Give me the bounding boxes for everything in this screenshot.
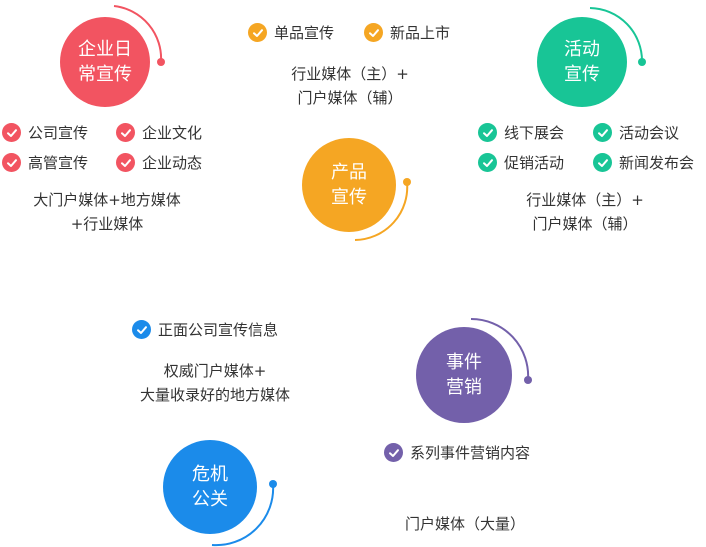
activity-item: 促销活动 — [478, 152, 564, 173]
product-item-label: 新品上市 — [390, 24, 451, 42]
daily-item: 公司宣传 — [2, 122, 88, 143]
check-icon — [2, 153, 21, 172]
activity-title-line-1: 活动 — [564, 39, 600, 60]
check-icon — [478, 123, 497, 142]
activity-item-label: 活动会议 — [619, 124, 680, 142]
event-item: 系列事件营销内容 — [384, 442, 530, 463]
crisis-desc-line-2: 大量收录好的地方媒体 — [139, 386, 290, 404]
crisis-item-label: 正面公司宣传信息 — [158, 321, 279, 339]
activity-item-label: 新闻发布会 — [619, 154, 695, 172]
event-item-label: 系列事件营销内容 — [410, 444, 531, 462]
activity-title-line-2: 宣传 — [564, 64, 600, 85]
event-arc-dot — [524, 376, 532, 384]
daily-item: 企业动态 — [116, 152, 202, 173]
daily-arc-dot — [157, 58, 165, 66]
event-title-line-2: 营销 — [446, 377, 482, 398]
crisis-title-line-2: 公关 — [192, 489, 228, 510]
daily-desc-line-1: 大门户媒体+地方媒体 — [33, 191, 181, 209]
daily-item-label: 公司宣传 — [28, 124, 89, 142]
product-title-line-1: 产品 — [331, 162, 367, 183]
product-item: 单品宣传 — [248, 22, 334, 43]
check-icon — [384, 443, 403, 462]
crisis-media-desc: 权威门户媒体+ 大量收录好的地方媒体 — [110, 359, 320, 407]
daily-title-line-2: 常宣传 — [78, 64, 132, 85]
product-media-desc: 行业媒体（主）+ 门户媒体（辅） — [250, 62, 450, 110]
daily-item-label: 高管宣传 — [28, 154, 89, 172]
check-icon — [116, 123, 135, 142]
activity-item: 新闻发布会 — [593, 152, 694, 173]
activity-desc-line-2: 门户媒体（辅） — [532, 215, 638, 233]
crisis-item: 正面公司宣传信息 — [132, 319, 278, 340]
check-icon — [248, 23, 267, 42]
daily-item-label: 企业动态 — [142, 154, 203, 172]
daily-item-label: 企业文化 — [142, 124, 203, 142]
product-item-label: 单品宣传 — [274, 24, 335, 42]
activity-desc-line-1: 行业媒体（主）+ — [526, 191, 644, 209]
activity-item-label: 线下展会 — [504, 124, 565, 142]
check-icon — [132, 320, 151, 339]
product-publicity-circle: 产品 宣传 — [302, 138, 396, 232]
check-icon — [2, 123, 21, 142]
crisis-desc-line-1: 权威门户媒体+ — [163, 362, 267, 380]
event-marketing-circle: 事件 营销 — [416, 327, 512, 423]
daily-item: 企业文化 — [116, 122, 202, 143]
daily-media-desc: 大门户媒体+地方媒体 +行业媒体 — [2, 188, 212, 236]
activity-item: 活动会议 — [593, 122, 679, 143]
check-icon — [593, 153, 612, 172]
event-media-desc: 门户媒体（大量） — [390, 512, 540, 536]
activity-publicity-circle: 活动 宣传 — [537, 17, 627, 107]
daily-item: 高管宣传 — [2, 152, 88, 173]
event-desc-line-1: 门户媒体（大量） — [404, 515, 525, 533]
crisis-arc-dot — [269, 480, 277, 488]
activity-media-desc: 行业媒体（主）+ 门户媒体（辅） — [495, 188, 675, 236]
activity-item: 线下展会 — [478, 122, 564, 143]
crisis-title-line-1: 危机 — [192, 464, 228, 485]
product-item: 新品上市 — [364, 22, 450, 43]
daily-desc-line-2: +行业媒体 — [70, 215, 144, 233]
product-desc-line-2: 门户媒体（辅） — [297, 89, 403, 107]
check-icon — [364, 23, 383, 42]
product-desc-line-1: 行业媒体（主）+ — [291, 65, 409, 83]
daily-title-line-1: 企业日 — [78, 39, 132, 60]
activity-arc-dot — [638, 58, 646, 66]
check-icon — [478, 153, 497, 172]
activity-item-label: 促销活动 — [504, 154, 565, 172]
product-arc-dot — [403, 178, 411, 186]
crisis-pr-circle: 危机 公关 — [163, 440, 257, 534]
event-title-line-1: 事件 — [446, 352, 482, 373]
daily-publicity-circle: 企业日 常宣传 — [60, 17, 150, 107]
check-icon — [593, 123, 612, 142]
product-title-line-2: 宣传 — [331, 187, 367, 208]
check-icon — [116, 153, 135, 172]
